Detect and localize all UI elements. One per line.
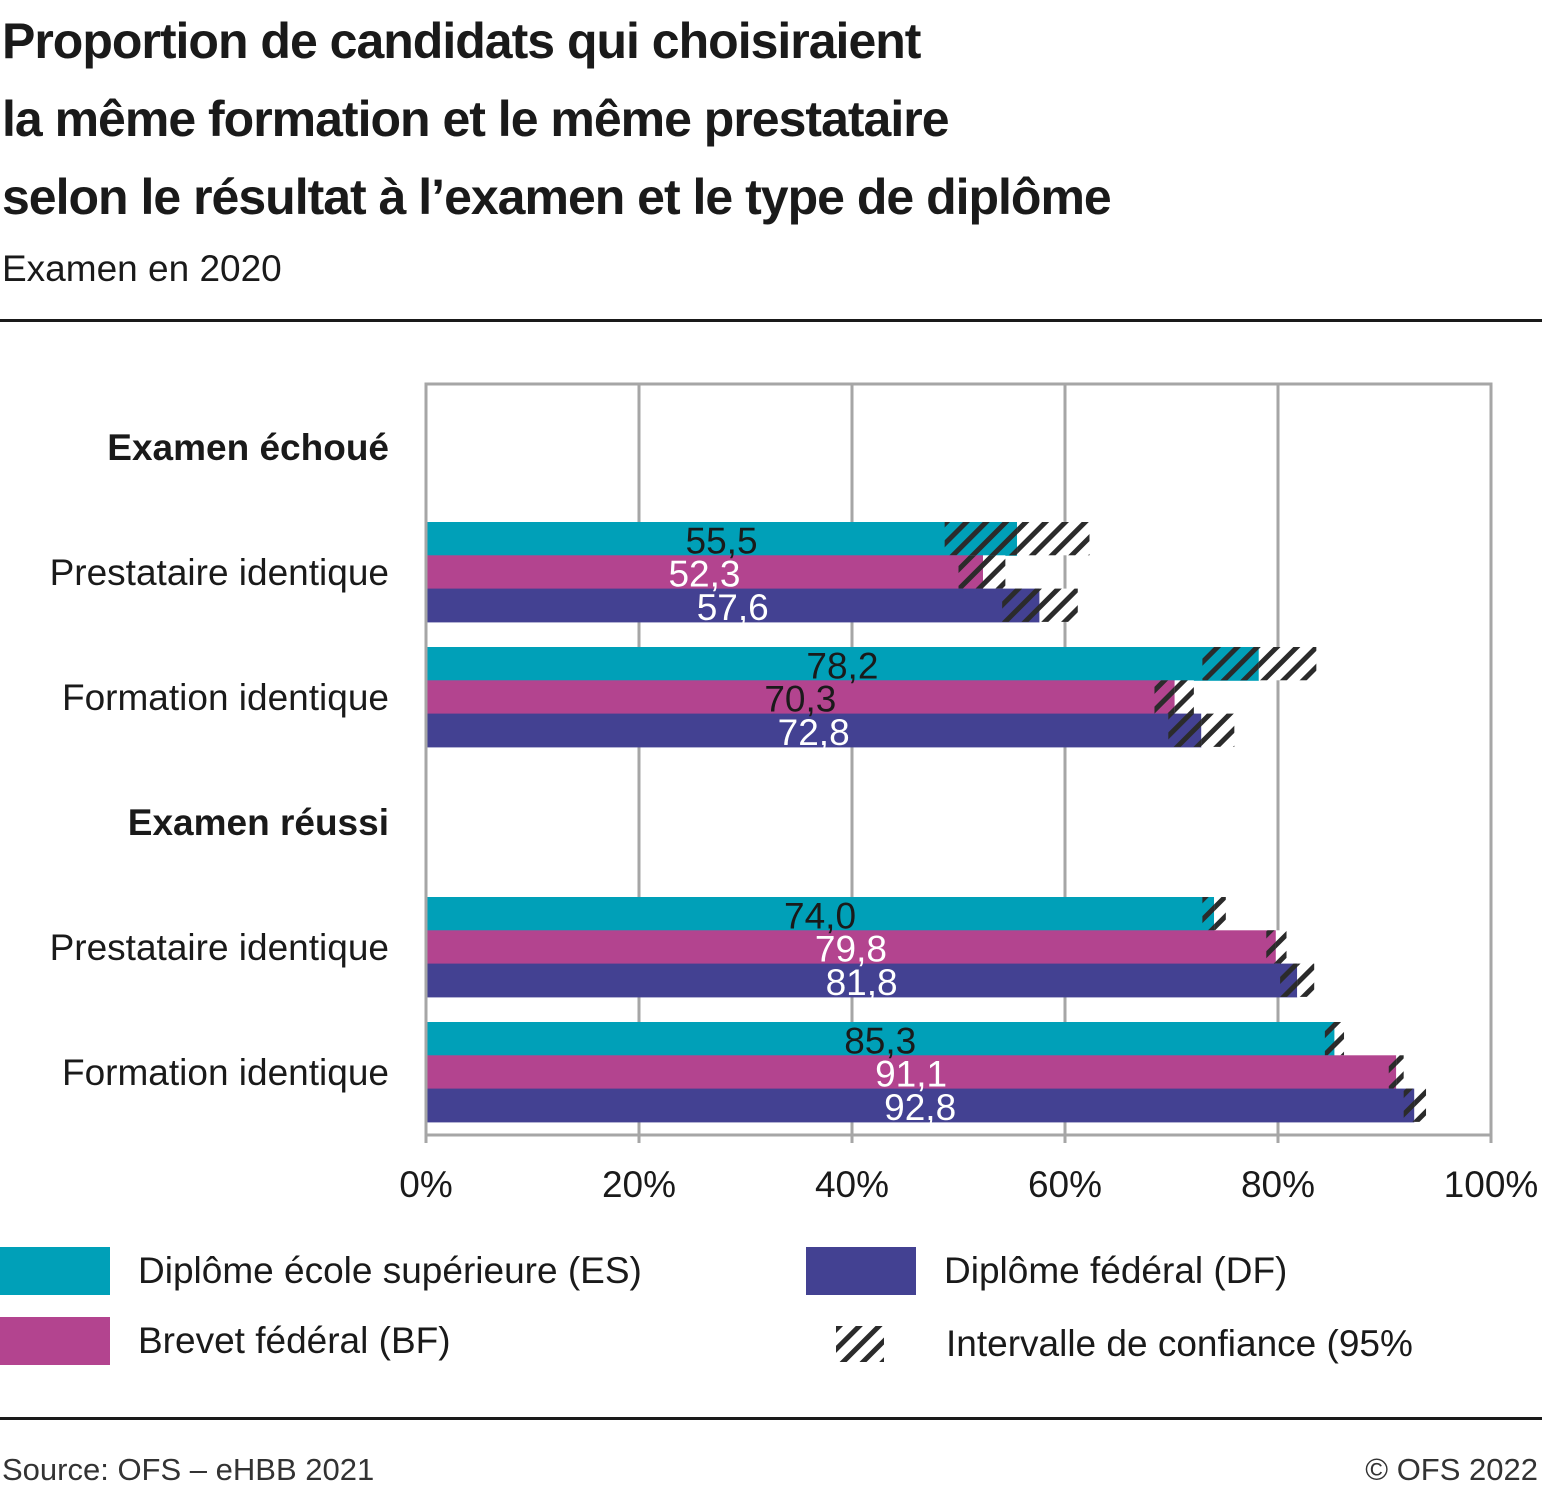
- ci-hatch-upper: [1334, 1022, 1345, 1056]
- ci-hatch-upper: [1214, 897, 1226, 931]
- group-heading: Examen réussi: [128, 802, 389, 843]
- ci-hatch-upper: [1017, 522, 1090, 556]
- legend-label-es: Diplôme école supérieure (ES): [138, 1250, 642, 1291]
- x-tick-label: 80%: [1241, 1164, 1315, 1205]
- data-label: 52,3: [668, 554, 740, 595]
- bar-es: [427, 1022, 1335, 1056]
- bar-es: [427, 522, 1018, 556]
- copyright-note: © OFS 2022: [1365, 1452, 1538, 1487]
- bar-bf: [427, 680, 1175, 715]
- bar-bf: [427, 930, 1276, 965]
- ci-hatch-lower: [1266, 930, 1276, 964]
- grid-layer: [424, 382, 1493, 1143]
- source-note: Source: OFS – eHBB 2021: [2, 1452, 375, 1487]
- x-tick-label: 0%: [399, 1164, 452, 1205]
- ci-hatch-upper: [1297, 963, 1315, 997]
- ci-hatch-lower: [958, 555, 983, 589]
- bar-bf: [427, 555, 983, 590]
- legend-swatch-es: [0, 1247, 110, 1295]
- data-label: 85,3: [844, 1020, 916, 1061]
- category-label: Formation identique: [62, 677, 389, 718]
- data-label: 92,8: [884, 1087, 956, 1128]
- chart-title-line-2: la même formation et le même prestataire: [2, 91, 950, 147]
- ci-hatch-lower: [944, 522, 1018, 556]
- ci-hatch-upper: [982, 555, 1006, 589]
- ci-hatch-upper: [1396, 1055, 1404, 1089]
- ci-hatch-upper: [1039, 588, 1078, 622]
- bar-bf: [427, 1055, 1397, 1090]
- ci-hatch-lower: [1154, 680, 1175, 714]
- category-label: Prestataire identique: [50, 552, 389, 593]
- data-label: 74,0: [784, 895, 856, 936]
- legend-item-bf: Brevet fédéral (BF): [0, 1317, 451, 1365]
- x-tick-label: 60%: [1028, 1164, 1102, 1205]
- ci-hatch-upper: [1201, 713, 1235, 747]
- bar-df: [427, 588, 1040, 623]
- ci-hatch-lower: [1002, 588, 1040, 622]
- legend-item-df: Diplôme fédéral (DF): [806, 1247, 1287, 1295]
- category-label: Formation identique: [62, 1052, 389, 1093]
- legend-swatch-bf: [0, 1317, 110, 1365]
- ci-hatch-lower: [1403, 1088, 1415, 1122]
- top-divider: [0, 319, 1542, 322]
- ci-hatch-lower: [1324, 1022, 1335, 1056]
- bar-layer: [427, 522, 1427, 1123]
- data-label: 70,3: [764, 679, 836, 720]
- data-label: 55,5: [686, 520, 758, 561]
- ci-hatch-upper: [1275, 930, 1287, 964]
- hatch-pattern-icon: [836, 1326, 884, 1362]
- data-label: 78,2: [806, 645, 878, 686]
- bottom-divider: [0, 1417, 1542, 1420]
- data-label: 79,8: [815, 929, 887, 970]
- bar-es: [427, 897, 1215, 931]
- chart-subtitle: Examen en 2020: [2, 248, 282, 289]
- bar-chart: 0% 20% 40% 60% 80% 100% Examen échoué Prestatai…: [50, 382, 1539, 1205]
- ci-hatch-upper: [1414, 1088, 1427, 1122]
- data-label: 72,8: [778, 712, 850, 753]
- legend-label-df: Diplôme fédéral (DF): [944, 1250, 1288, 1291]
- chart-title-line-1: Proportion de candidats qui choisiraient: [2, 13, 921, 69]
- chart-title: Proportion de candidats qui choisiraient…: [2, 2, 1532, 236]
- legend-label-ci: Intervalle de confiance (95%: [946, 1323, 1413, 1364]
- label-layer: 0% 20% 40% 60% 80% 100% Examen échoué Prestatai…: [50, 427, 1539, 1205]
- ci-hatch-lower: [1168, 713, 1202, 747]
- data-label: 81,8: [826, 962, 898, 1003]
- bar-df: [427, 1088, 1415, 1123]
- bar-df: [427, 713, 1202, 748]
- ci-hatch-lower: [1388, 1055, 1397, 1089]
- ci-hatch-upper: [1258, 647, 1317, 681]
- legend-item-es: Diplôme école supérieure (ES): [0, 1247, 642, 1295]
- x-tick-label: 40%: [815, 1164, 889, 1205]
- legend-swatch-df: [806, 1247, 916, 1295]
- ci-hatch-lower: [1280, 963, 1298, 997]
- x-tick-label: 20%: [602, 1164, 676, 1205]
- ci-hatch-lower: [1202, 897, 1215, 931]
- bar-df: [427, 963, 1298, 998]
- x-tick-label: 100%: [1444, 1164, 1539, 1205]
- ci-hatch-upper: [1174, 680, 1194, 714]
- category-label: Prestataire identique: [50, 927, 389, 968]
- legend-label-bf: Brevet fédéral (BF): [138, 1320, 451, 1361]
- bar-es: [427, 647, 1259, 681]
- group-heading: Examen échoué: [107, 427, 389, 468]
- data-label: 91,1: [875, 1054, 947, 1095]
- chart-title-line-3: selon le résultat à l’examen et le type …: [2, 169, 1112, 225]
- ci-hatch-lower: [1202, 647, 1259, 681]
- legend-item-ci: Intervalle de confiance (95%: [806, 1323, 1413, 1365]
- data-label: 57,6: [697, 587, 769, 628]
